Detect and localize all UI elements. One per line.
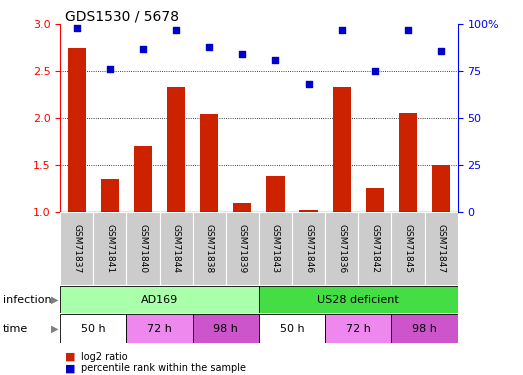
Bar	[266, 176, 285, 212]
Bar	[200, 114, 218, 212]
Bar	[259, 212, 292, 285]
Bar	[333, 87, 351, 212]
Point	[371, 68, 379, 74]
Text: GSM71840: GSM71840	[139, 224, 147, 273]
Bar	[192, 314, 259, 343]
Bar	[325, 212, 358, 285]
Text: AD169: AD169	[141, 295, 178, 304]
Text: 98 h: 98 h	[213, 324, 238, 333]
Text: GSM71836: GSM71836	[337, 224, 346, 273]
Text: ▶: ▶	[51, 295, 59, 304]
Bar	[259, 286, 458, 313]
Text: ■: ■	[65, 352, 76, 362]
Text: ▶: ▶	[51, 324, 59, 333]
Text: GSM71842: GSM71842	[370, 224, 379, 273]
Bar	[300, 210, 317, 212]
Bar	[167, 87, 185, 212]
Text: time: time	[3, 324, 28, 333]
Bar	[391, 314, 458, 343]
Text: US28 deficient: US28 deficient	[317, 295, 399, 304]
Bar	[226, 212, 259, 285]
Bar	[358, 212, 391, 285]
Text: infection: infection	[3, 295, 51, 304]
Point	[73, 25, 81, 31]
Bar	[93, 212, 127, 285]
Text: GSM71846: GSM71846	[304, 224, 313, 273]
Bar	[399, 113, 417, 212]
Text: GSM71838: GSM71838	[204, 224, 214, 273]
Text: log2 ratio: log2 ratio	[81, 352, 128, 362]
Bar	[432, 165, 450, 212]
Point	[238, 51, 246, 57]
Text: 72 h: 72 h	[346, 324, 371, 333]
Bar	[292, 212, 325, 285]
Text: GSM71847: GSM71847	[437, 224, 446, 273]
Point	[172, 27, 180, 33]
Text: 50 h: 50 h	[280, 324, 304, 333]
Bar	[127, 314, 192, 343]
Text: GSM71844: GSM71844	[172, 224, 180, 273]
Text: 72 h: 72 h	[147, 324, 172, 333]
Bar	[325, 314, 391, 343]
Text: GSM71843: GSM71843	[271, 224, 280, 273]
Text: percentile rank within the sample: percentile rank within the sample	[81, 363, 246, 373]
Text: 98 h: 98 h	[412, 324, 437, 333]
Text: GSM71845: GSM71845	[403, 224, 413, 273]
Text: GSM71839: GSM71839	[238, 224, 247, 273]
Bar	[60, 286, 259, 313]
Text: ■: ■	[65, 363, 76, 373]
Point	[304, 81, 313, 87]
Bar	[259, 314, 325, 343]
Bar	[233, 202, 252, 212]
Bar	[101, 179, 119, 212]
Text: GDS1530 / 5678: GDS1530 / 5678	[65, 9, 179, 23]
Point	[437, 48, 445, 54]
Bar	[60, 212, 93, 285]
Bar	[425, 212, 458, 285]
Text: 50 h: 50 h	[81, 324, 106, 333]
Point	[337, 27, 346, 33]
Bar	[391, 212, 425, 285]
Bar	[134, 146, 152, 212]
Bar	[192, 212, 226, 285]
Bar	[67, 48, 86, 212]
Bar	[60, 314, 127, 343]
Point	[271, 57, 280, 63]
Bar	[127, 212, 160, 285]
Point	[404, 27, 412, 33]
Point	[205, 44, 213, 50]
Text: GSM71837: GSM71837	[72, 224, 81, 273]
Text: GSM71841: GSM71841	[105, 224, 115, 273]
Point	[139, 46, 147, 52]
Bar	[160, 212, 192, 285]
Point	[106, 66, 114, 72]
Bar	[366, 188, 384, 212]
